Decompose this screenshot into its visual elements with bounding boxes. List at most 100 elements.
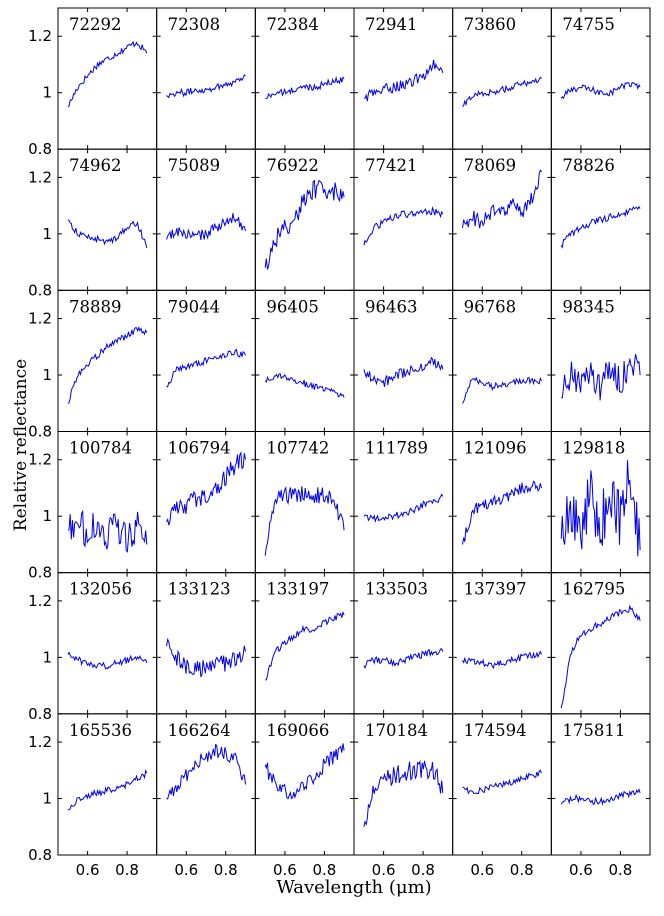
data-point: [235, 465, 236, 466]
data-point: [600, 219, 601, 220]
data-point: [245, 230, 246, 231]
data-point: [196, 499, 197, 500]
data-point: [590, 89, 591, 90]
data-point: [383, 518, 384, 519]
data-point: [107, 242, 108, 243]
data-point: [492, 386, 493, 387]
x-tick-label: 0.8: [214, 861, 238, 879]
data-point: [166, 645, 167, 646]
data-point: [363, 98, 364, 99]
panel-title: 170184: [365, 721, 428, 740]
y-tick-label: 0.8: [28, 705, 52, 723]
data-point: [304, 86, 305, 87]
spectrum-line: [166, 213, 246, 240]
panel-title: 106794: [168, 439, 231, 458]
spectrum-line: [265, 75, 345, 100]
data-point: [531, 654, 532, 655]
data-point: [580, 530, 581, 531]
data-point: [117, 236, 118, 237]
spectrum-line: [67, 40, 148, 108]
data-point: [107, 58, 108, 59]
data-point: [610, 487, 611, 488]
data-point: [176, 510, 177, 511]
data-point: [600, 527, 601, 528]
y-tick-label: 1.2: [28, 592, 52, 610]
data-point: [196, 89, 197, 90]
data-point: [403, 660, 404, 661]
data-point: [284, 377, 285, 378]
data-point: [610, 92, 611, 93]
data-point: [640, 374, 641, 375]
data-point: [541, 487, 542, 488]
data-point: [413, 657, 414, 658]
data-point: [521, 487, 522, 488]
data-point: [166, 95, 167, 96]
panel-title: 165536: [69, 721, 132, 740]
panel-title: 73860: [464, 15, 516, 34]
data-point: [482, 789, 483, 790]
data-point: [590, 629, 591, 630]
data-point: [482, 383, 483, 384]
data-point: [245, 75, 246, 76]
data-point: [531, 81, 532, 82]
data-point: [265, 764, 266, 765]
spectrum-line: [166, 637, 246, 678]
data-point: [403, 372, 404, 373]
spectrum-line: [462, 169, 542, 229]
data-point: [511, 205, 512, 206]
data-point: [442, 214, 443, 215]
data-point: [383, 781, 384, 782]
data-point: [413, 81, 414, 82]
panel-title: 72292: [69, 15, 122, 34]
spectrum-line: [67, 651, 148, 670]
data-point: [205, 493, 206, 494]
data-point: [235, 81, 236, 82]
data-point: [205, 668, 206, 669]
data-point: [570, 233, 571, 234]
data-point: [225, 662, 226, 663]
data-point: [570, 651, 571, 652]
data-point: [541, 380, 542, 381]
data-point: [580, 798, 581, 799]
data-point: [383, 89, 384, 90]
spectrum-line: [166, 74, 246, 99]
spectrum-line: [462, 76, 542, 108]
spectrum-line: [462, 650, 542, 670]
data-point: [541, 773, 542, 774]
data-point: [511, 86, 512, 87]
spectrum-line: [67, 326, 148, 404]
data-point: [176, 92, 177, 93]
data-point: [67, 403, 68, 404]
data-point: [501, 499, 502, 500]
data-point: [373, 660, 374, 661]
data-point: [186, 233, 187, 234]
spectrum-line: [265, 610, 345, 681]
y-tick-label: 0.8: [28, 140, 52, 158]
spectrum-line: [560, 604, 641, 709]
x-tick-label: 0.8: [510, 861, 534, 879]
data-point: [403, 214, 404, 215]
data-point: [314, 775, 315, 776]
data-point: [294, 89, 295, 90]
panel-frame: [550, 713, 651, 856]
data-point: [413, 770, 414, 771]
spectrum-line: [67, 769, 148, 811]
data-point: [373, 380, 374, 381]
data-point: [432, 211, 433, 212]
data-point: [541, 171, 542, 172]
panel-title: 98345: [562, 297, 615, 316]
data-point: [136, 329, 137, 330]
panel-grid: 72292 72308 72384 72941 73860 74755 74962 75089…: [28, 7, 651, 879]
panel-title: 166264: [168, 721, 231, 740]
spectrum-line: [462, 769, 542, 795]
data-point: [482, 92, 483, 93]
data-point: [521, 778, 522, 779]
data-point: [67, 106, 68, 107]
panel-title: 74755: [562, 15, 615, 34]
data-point: [117, 53, 118, 54]
data-point: [472, 660, 473, 661]
data-point: [117, 524, 118, 525]
data-point: [620, 214, 621, 215]
data-point: [294, 380, 295, 381]
data-point: [393, 86, 394, 87]
